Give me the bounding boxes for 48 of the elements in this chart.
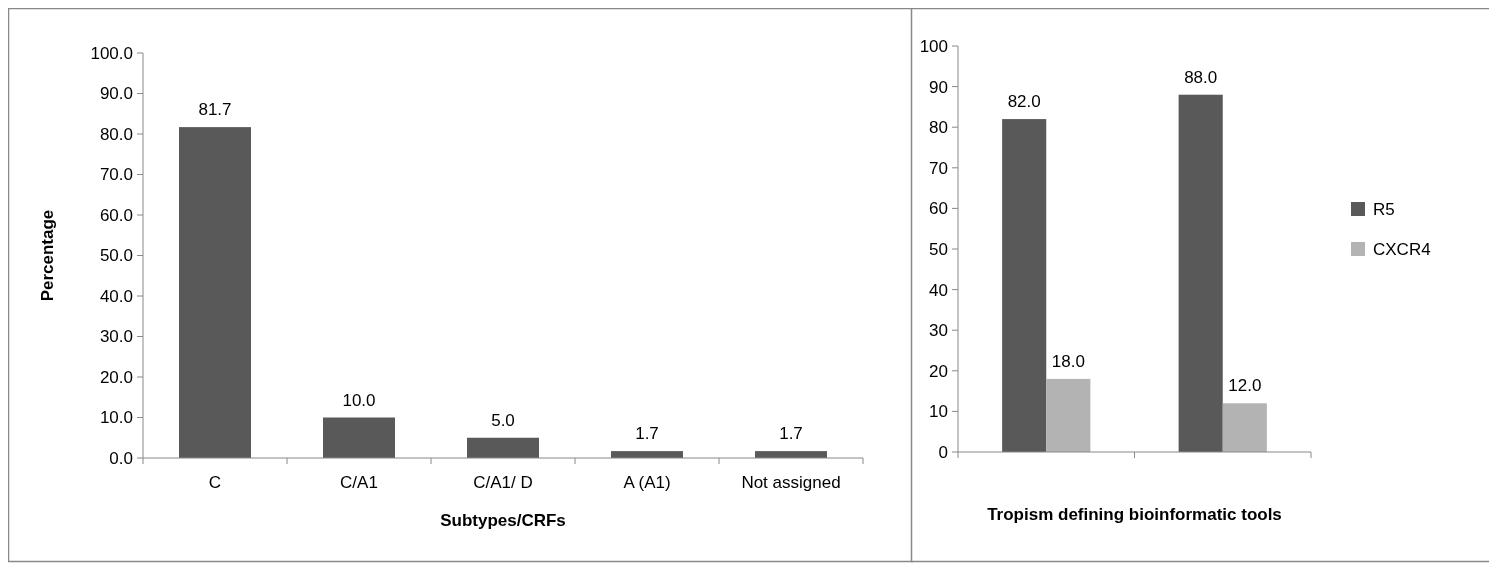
- y-tick-label: 50: [929, 239, 948, 259]
- y-tick-label: 30.0: [99, 327, 133, 347]
- x-axis-title: Tropism defining bioinformatic tools: [987, 505, 1282, 524]
- data-label: 5.0: [491, 410, 515, 430]
- bar: [323, 417, 395, 458]
- y-tick-label: 20.0: [99, 367, 133, 387]
- y-tick-label: 70: [929, 158, 948, 178]
- y-axis-title: Percentage: [38, 209, 57, 302]
- x-axis-title: Subtypes/CRFs: [440, 511, 566, 530]
- y-tick-label: 50.0: [99, 246, 133, 266]
- bar: [1002, 119, 1047, 452]
- y-tick-label: 20: [929, 361, 948, 381]
- data-label: 1.7: [635, 424, 659, 444]
- y-tick-label: 0: [938, 442, 948, 462]
- y-tick-label: 60: [929, 199, 948, 219]
- bar: [179, 127, 251, 458]
- legend-label: CXCR4: [1373, 239, 1431, 259]
- y-tick-label: 30: [929, 321, 948, 341]
- x-tick-label: C: [208, 473, 222, 492]
- y-tick-label: 80: [929, 118, 948, 138]
- data-label: 10.0: [342, 390, 376, 410]
- bar: [467, 437, 539, 458]
- y-tick-label: 10: [929, 402, 948, 422]
- data-label: 12.0: [1228, 376, 1262, 396]
- bar: [1178, 94, 1223, 452]
- y-tick-label: 40: [929, 280, 948, 300]
- y-tick-label: 10.0: [99, 408, 133, 428]
- y-tick-label: 90: [929, 77, 948, 97]
- y-tick-label: 100.0: [90, 43, 133, 63]
- bar: [1046, 378, 1091, 452]
- y-tick-label: 0.0: [109, 448, 133, 468]
- data-label: 18.0: [1051, 351, 1085, 371]
- y-tick-label: 60.0: [99, 205, 133, 225]
- data-label: 88.0: [1184, 67, 1218, 87]
- y-tick-label: 80.0: [99, 124, 133, 144]
- bar: [1222, 403, 1267, 452]
- data-label: 81.7: [198, 100, 232, 120]
- data-label: 1.7: [779, 424, 803, 444]
- y-tick-label: 40.0: [99, 286, 133, 306]
- data-label: 82.0: [1007, 92, 1041, 112]
- y-tick-label: 100: [919, 36, 948, 56]
- x-tick-label: C/A1: [340, 473, 378, 492]
- y-tick-label: 70.0: [99, 165, 133, 185]
- legend-label: R5: [1373, 199, 1395, 219]
- y-tick-label: 90.0: [99, 84, 133, 104]
- x-tick-label: C/A1/ D: [473, 473, 533, 492]
- x-tick-label: A (A1): [623, 473, 671, 492]
- x-tick-label: Not assigned: [741, 473, 841, 492]
